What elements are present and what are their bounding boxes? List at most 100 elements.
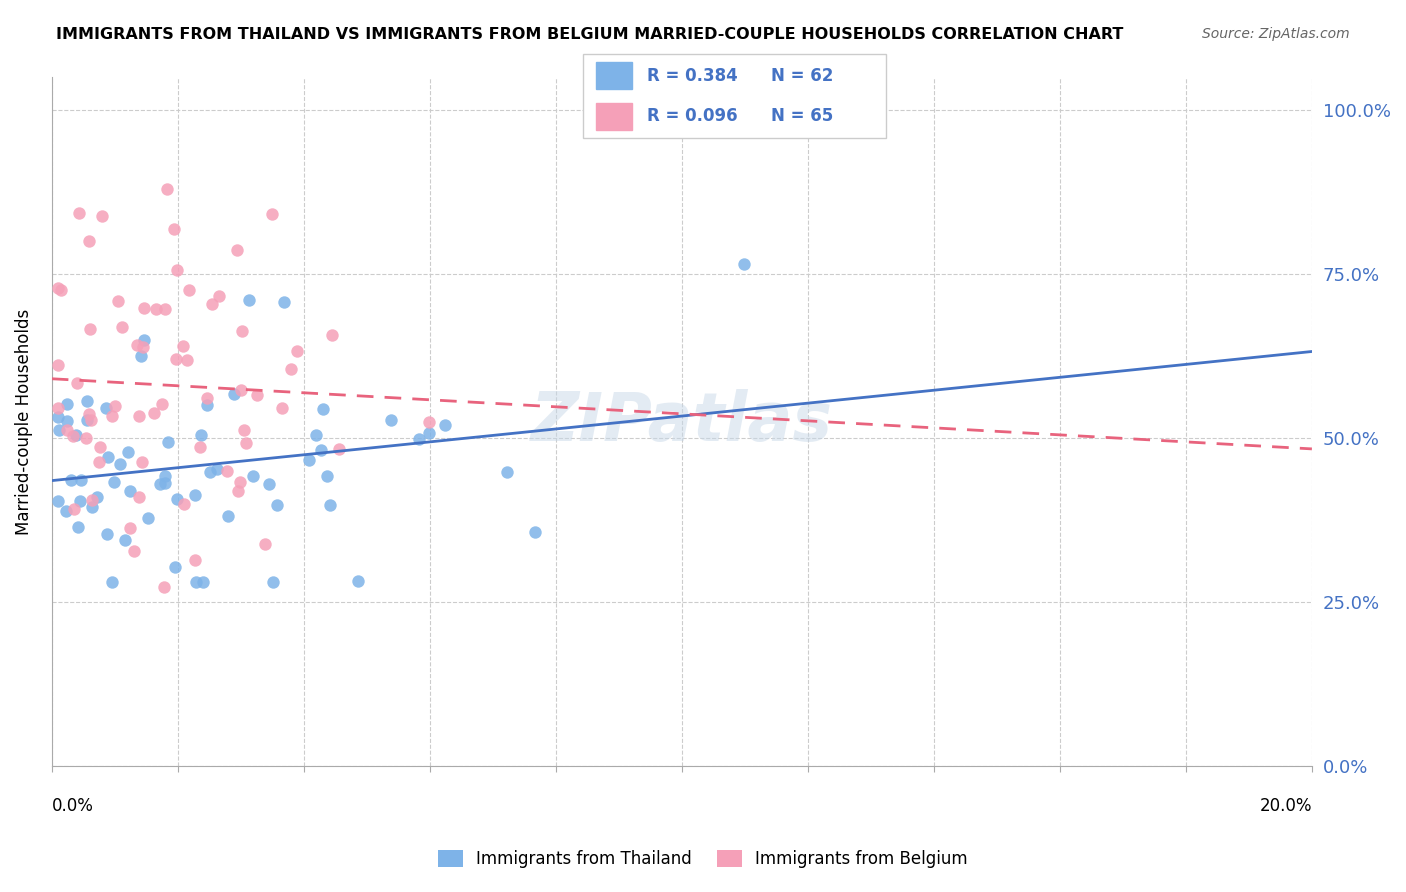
Point <box>229 475 252 489</box>
Point <box>136 511 159 525</box>
Text: Source: ZipAtlas.com: Source: ZipAtlas.com <box>1202 27 1350 41</box>
Point <box>118 521 141 535</box>
Point <box>156 435 179 450</box>
Point <box>195 392 218 406</box>
Point <box>101 575 124 590</box>
Point <box>217 464 239 478</box>
Point <box>46 401 69 415</box>
Point <box>312 402 335 417</box>
Point <box>94 401 117 416</box>
Point <box>70 474 93 488</box>
Point <box>153 302 176 317</box>
Point <box>304 428 326 442</box>
Point <box>309 443 332 458</box>
Point <box>298 453 321 467</box>
Point <box>124 544 146 558</box>
Point <box>260 207 283 221</box>
Point <box>104 399 127 413</box>
Point <box>46 493 69 508</box>
FancyBboxPatch shape <box>583 54 886 138</box>
Point <box>107 293 129 308</box>
Point <box>132 301 155 315</box>
Point <box>80 413 103 427</box>
Point <box>316 469 339 483</box>
Legend: Immigrants from Thailand, Immigrants from Belgium: Immigrants from Thailand, Immigrants fro… <box>432 843 974 875</box>
Point <box>226 243 249 257</box>
Point <box>79 235 101 249</box>
Point <box>287 344 309 359</box>
Point <box>163 221 186 235</box>
Point <box>195 398 218 412</box>
Point <box>103 475 125 489</box>
Point <box>318 498 340 512</box>
Point <box>188 441 211 455</box>
Point <box>59 473 82 487</box>
Text: N = 62: N = 62 <box>770 67 834 85</box>
Text: ZIPatlas: ZIPatlas <box>531 389 832 455</box>
Point <box>56 414 79 428</box>
Point <box>273 294 295 309</box>
Point <box>733 258 755 272</box>
Point <box>143 406 166 420</box>
Point <box>145 302 167 317</box>
Point <box>91 209 114 223</box>
Y-axis label: Married-couple Households: Married-couple Households <box>15 309 32 535</box>
Point <box>235 435 257 450</box>
Point <box>153 469 176 483</box>
Point <box>253 536 276 550</box>
Point <box>280 362 302 376</box>
Point <box>80 500 103 515</box>
Point <box>380 412 402 426</box>
Point <box>69 494 91 508</box>
Point <box>48 423 70 437</box>
Point <box>176 352 198 367</box>
Point <box>150 397 173 411</box>
Point <box>165 351 187 366</box>
Point <box>55 504 77 518</box>
Point <box>179 283 201 297</box>
Point <box>111 320 134 334</box>
Point <box>208 289 231 303</box>
Point <box>418 426 440 441</box>
Point <box>184 553 207 567</box>
Point <box>89 440 111 454</box>
Point <box>408 432 430 446</box>
Point <box>46 409 69 424</box>
Point <box>131 455 153 469</box>
Point <box>131 340 153 354</box>
Point <box>217 508 239 523</box>
Point <box>242 468 264 483</box>
Point <box>238 293 260 307</box>
Point <box>76 413 98 427</box>
Point <box>328 442 350 456</box>
Point <box>200 296 222 310</box>
Point <box>418 415 440 429</box>
Point <box>63 501 86 516</box>
Point <box>523 524 546 539</box>
Point <box>262 575 284 590</box>
Text: R = 0.384: R = 0.384 <box>647 67 738 85</box>
Point <box>127 337 149 351</box>
Point <box>108 458 131 472</box>
Text: 0.0%: 0.0% <box>52 797 94 814</box>
Point <box>226 484 249 499</box>
Point <box>207 461 229 475</box>
Point <box>166 492 188 507</box>
Bar <box>596 103 631 130</box>
Point <box>128 409 150 424</box>
Point <box>128 490 150 504</box>
Point <box>156 182 179 196</box>
Point <box>132 333 155 347</box>
Point <box>96 526 118 541</box>
Point <box>321 328 343 343</box>
Point <box>66 520 89 534</box>
Point <box>152 580 174 594</box>
Point <box>193 575 215 590</box>
Point <box>222 387 245 401</box>
Point <box>246 388 269 402</box>
Point <box>76 393 98 408</box>
Point <box>190 428 212 442</box>
Point <box>233 423 256 437</box>
Text: 20.0%: 20.0% <box>1260 797 1312 814</box>
Point <box>120 483 142 498</box>
